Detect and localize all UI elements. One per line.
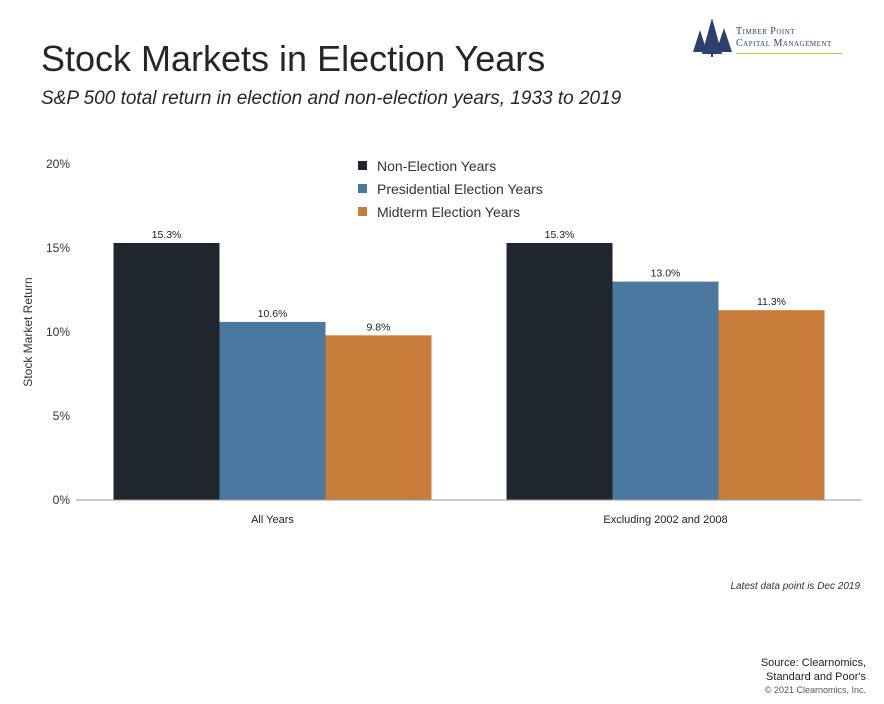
y-tick-label: 0%	[53, 493, 71, 507]
data-label: 15.3%	[545, 229, 575, 241]
bar	[718, 310, 825, 500]
logo-text: Timber Point Capital Management	[736, 26, 832, 50]
source-line-2: Standard and Poor's	[766, 671, 866, 683]
legend-label: Non-Election Years	[377, 158, 496, 174]
y-tick-label: 15%	[46, 241, 70, 255]
legend-swatch	[358, 207, 367, 216]
y-tick-label: 5%	[53, 409, 71, 423]
logo-line-1: Timber Point	[736, 26, 796, 37]
legend-swatch	[358, 161, 367, 170]
logo-line-2: Capital Management	[736, 38, 832, 49]
bar	[113, 242, 220, 500]
x-tick-label: All Years	[251, 514, 294, 526]
data-note: Latest data point is Dec 2019	[730, 581, 860, 592]
y-axis-label: Stock Market Return	[21, 277, 35, 386]
bar	[612, 281, 719, 500]
source-text: Source: Clearnomics, Standard and Poor's	[761, 656, 866, 684]
bar	[325, 335, 432, 500]
page-title: Stock Markets in Election Years	[41, 38, 546, 79]
logo-underline	[736, 53, 842, 54]
y-tick-label: 10%	[46, 325, 70, 339]
data-label: 13.0%	[651, 268, 681, 280]
x-tick-label: Excluding 2002 and 2008	[603, 514, 727, 526]
company-logo: Timber Point Capital Management	[690, 16, 860, 60]
data-label: 11.3%	[757, 296, 786, 308]
source-line-1: Source: Clearnomics,	[760, 657, 866, 669]
data-label: 9.8%	[367, 321, 391, 333]
y-tick-label: 20%	[46, 157, 70, 171]
pine-trees-icon	[693, 18, 732, 57]
legend-swatch	[358, 184, 367, 193]
bar	[506, 242, 613, 500]
legend-label: Midterm Election Years	[377, 204, 520, 220]
legend-label: Presidential Election Years	[377, 181, 543, 197]
data-label: 10.6%	[258, 308, 288, 320]
data-label: 15.3%	[152, 229, 182, 241]
page-subtitle: S&P 500 total return in election and non…	[41, 88, 622, 109]
copyright: © 2021 Clearnomics, Inc.	[764, 685, 866, 695]
bar	[219, 321, 326, 500]
